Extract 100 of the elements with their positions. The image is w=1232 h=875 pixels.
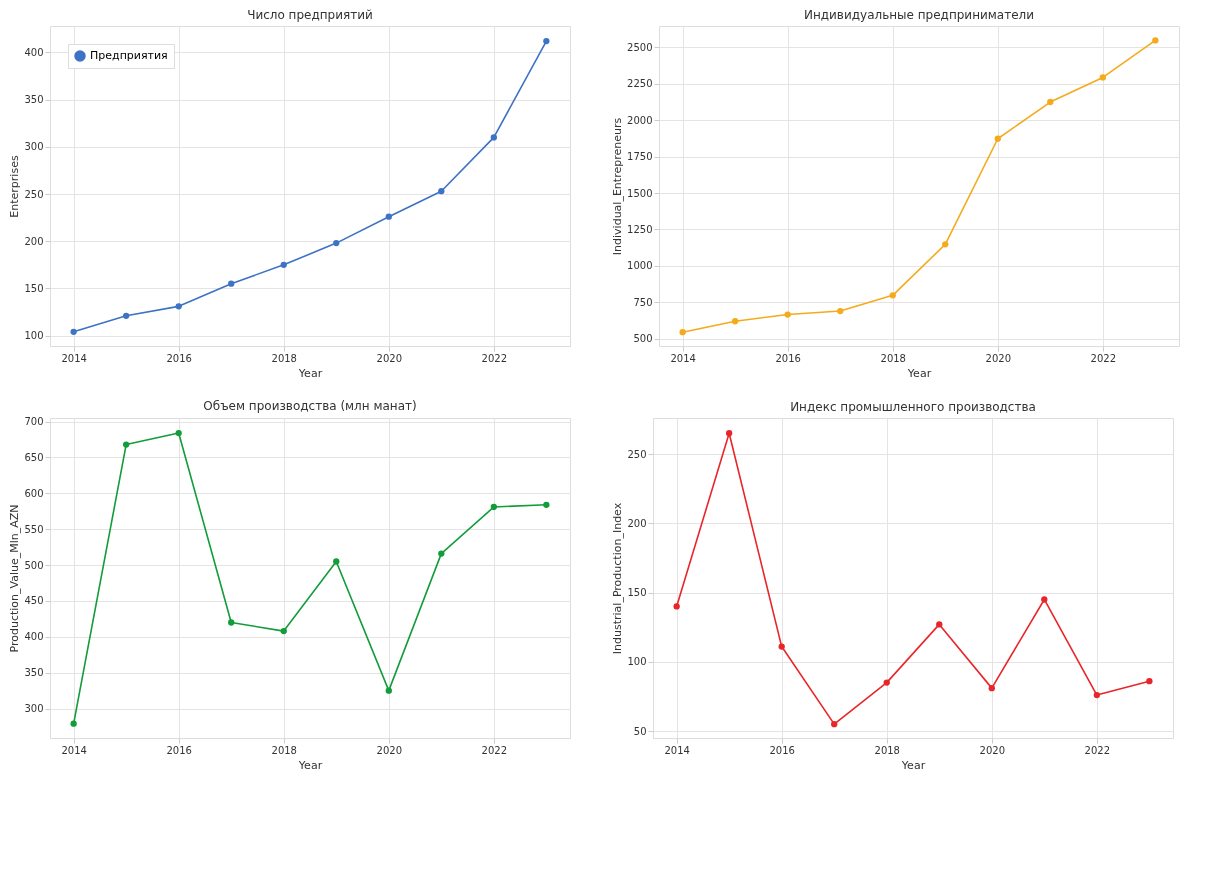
x-tick-label: 2018 (271, 352, 297, 364)
point (837, 307, 844, 315)
x-tick-label: 2014 (664, 744, 690, 756)
y-tick-label: 500 (633, 333, 653, 345)
y-tick-label: 750 (633, 296, 653, 308)
point (490, 503, 497, 511)
y-tick-label: 550 (24, 523, 44, 535)
y-tick-label: 300 (24, 703, 44, 715)
point (385, 687, 392, 694)
point (175, 429, 182, 437)
x-tick-label: 2014 (670, 352, 696, 364)
y-tick-label: 1250 (627, 223, 653, 235)
point (280, 627, 287, 635)
chart-title: Число предприятий (247, 8, 373, 22)
point (333, 239, 340, 247)
y-tick-label: 500 (24, 559, 44, 571)
x-tick-label: 2022 (1084, 744, 1111, 756)
x-axis-title: Year (297, 366, 323, 380)
y-tick-label: 400 (24, 631, 44, 643)
point (726, 430, 733, 437)
y-tick-label: 700 (24, 416, 44, 428)
y-tick-label: 450 (24, 595, 44, 607)
point (490, 134, 497, 141)
point (1152, 37, 1159, 44)
y-tick-label: 1750 (627, 151, 653, 163)
x-tick-label: 2022 (1090, 352, 1117, 364)
point (175, 303, 182, 310)
x-tick-label: 2020 (985, 352, 1012, 364)
y-axis-title: Production_Value_Mln_AZN (8, 504, 22, 653)
y-tick-label: 400 (24, 46, 44, 58)
point (438, 550, 445, 557)
y-tick-label: 300 (24, 141, 44, 153)
x-tick-label: 2020 (376, 352, 403, 364)
y-tick-label: 2500 (627, 41, 653, 53)
y-tick-label: 350 (24, 94, 44, 106)
y-tick-label: 50 (633, 725, 647, 737)
point (889, 292, 896, 299)
y-tick-label: 1000 (627, 260, 653, 272)
x-tick-label: 2018 (880, 352, 906, 364)
x-tick-label: 2016 (166, 744, 192, 756)
point (70, 328, 77, 335)
y-tick-label: 250 (24, 188, 44, 200)
x-axis-title: Year (906, 366, 932, 380)
x-tick-label: 2018 (874, 744, 900, 756)
chart-title: Объем производства (млн манат) (203, 398, 417, 413)
legend-label: Предприятия (90, 49, 168, 62)
chart-title: Индекс промышленного производства (790, 400, 1036, 414)
point (994, 135, 1001, 142)
point (1047, 98, 1054, 106)
point (883, 679, 890, 686)
point (936, 621, 943, 628)
x-tick-label: 2016 (775, 352, 801, 364)
y-tick-label: 100 (24, 330, 44, 342)
y-axis-title: Individual_Entrepreneurs (611, 117, 625, 256)
y-tick-label: 650 (24, 451, 44, 463)
y-tick-label: 200 (24, 235, 44, 247)
x-tick-label: 2022 (481, 352, 508, 364)
y-tick-label: 100 (627, 656, 647, 668)
point (385, 213, 392, 220)
point (543, 501, 550, 508)
y-tick-label: 2000 (627, 114, 653, 126)
point (1093, 691, 1100, 699)
x-tick-label: 2020 (979, 744, 1006, 756)
y-tick-label: 150 (24, 282, 44, 294)
point (438, 188, 445, 195)
y-tick-label: 1500 (627, 187, 653, 199)
y-tick-label: 250 (627, 448, 647, 460)
point (228, 280, 235, 287)
point (70, 720, 77, 727)
x-tick-label: 2014 (61, 744, 87, 756)
point (942, 241, 949, 248)
point (123, 312, 130, 319)
x-axis-title: Year (297, 758, 323, 772)
y-axis-title: Industrial_Production_Index (611, 502, 625, 655)
point (1041, 596, 1048, 603)
point (1146, 678, 1153, 685)
x-tick-label: 2020 (376, 744, 403, 756)
x-tick-label: 2016 (769, 744, 795, 756)
y-tick-label: 200 (627, 517, 647, 529)
y-tick-label: 150 (627, 587, 647, 599)
point (784, 311, 791, 318)
point (778, 643, 785, 650)
y-axis-title: Enterprises (8, 155, 22, 218)
point (679, 329, 686, 336)
point (732, 318, 739, 325)
point (280, 261, 287, 268)
y-tick-label: 350 (24, 667, 44, 679)
point (333, 558, 340, 565)
y-tick-label: 600 (24, 487, 44, 499)
x-tick-label: 2022 (481, 744, 508, 756)
point (988, 684, 995, 692)
point (831, 720, 838, 728)
point (228, 619, 235, 626)
x-tick-label: 2014 (61, 352, 87, 364)
point (543, 37, 550, 45)
point (1099, 74, 1106, 81)
chart-title: Индивидуальные предприниматели (803, 8, 1035, 22)
x-axis-title: Year (900, 758, 926, 772)
y-tick-label: 2250 (627, 78, 653, 90)
x-tick-label: 2016 (166, 352, 192, 364)
